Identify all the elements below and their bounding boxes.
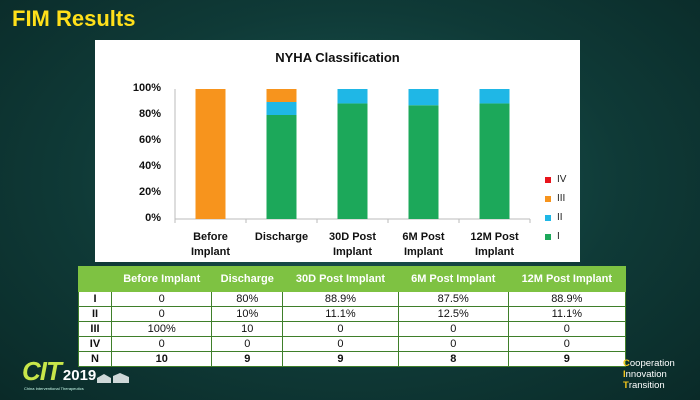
table-cell: 0 — [507, 336, 627, 352]
legend-swatch — [545, 176, 551, 183]
x-category-label: 12M Post Implant — [470, 231, 519, 258]
table-cell: 11.1% — [282, 306, 399, 322]
table-cell: 0 — [507, 321, 627, 337]
table-cell: 12.5% — [397, 306, 509, 322]
bar-segment-ii-2 — [337, 89, 368, 104]
row-header-cell: IV — [78, 336, 112, 352]
table-cell: 88.9% — [507, 291, 627, 307]
table-header-cell: 12M Post Implant — [507, 266, 627, 292]
table-body: I 0 80% 88.9% 87.5% 88.9% II 0 10% 11.1% 12.5% 11.1… — [78, 291, 627, 367]
table-cell: 0 — [110, 291, 213, 307]
building-icon — [97, 373, 129, 383]
legend-label: III — [557, 193, 566, 204]
tagline: Cooperation Innovation Transition — [623, 358, 675, 391]
chart-title: NYHA Classification — [275, 50, 400, 65]
stacked-bar-chart — [174, 89, 531, 223]
tagline-initial: I — [623, 369, 626, 380]
table-row: III 100% 10 0 0 0 — [78, 321, 627, 337]
legend-label: II — [557, 212, 563, 223]
x-category-label: 6M Post Implant — [402, 231, 445, 258]
row-header-cell: II — [78, 306, 112, 322]
table-cell: 10 — [110, 351, 213, 367]
table-cell: 9 — [507, 351, 627, 367]
bar-segment-iii-1 — [266, 89, 297, 102]
chart-panel: NYHA Classification 0% 20% 40% 60% 80% 100% B… — [95, 40, 580, 262]
y-tick-label: 20% — [138, 186, 161, 198]
bar-segment-i-4 — [479, 103, 510, 219]
legend-item-ii: II — [545, 208, 566, 227]
y-tick-label: 40% — [138, 160, 161, 172]
tagline-initial: C — [623, 358, 630, 369]
legend-item-iv: IV — [545, 170, 566, 189]
table-header-cell: Before Implant — [110, 266, 213, 292]
slide-title: FIM Results — [12, 6, 136, 31]
table-header-cell: 6M Post Implant — [397, 266, 509, 292]
bar-segment-iii-0 — [195, 89, 226, 219]
y-tick-label: 100% — [132, 82, 161, 94]
table-row: IV 0 0 0 0 0 — [78, 336, 627, 352]
table-cell: 100% — [110, 321, 213, 337]
table-cell: 0 — [110, 306, 213, 322]
table-header-cell: Discharge — [211, 266, 284, 292]
tagline-line: Transition — [623, 380, 675, 391]
table-header-cell: 30D Post Implant — [282, 266, 399, 292]
table-cell: 11.1% — [507, 306, 627, 322]
cit-logo: CIT 2019 — [22, 356, 96, 387]
tagline-line: Cooperation — [623, 358, 675, 369]
tagline-line: Innovation — [623, 369, 675, 380]
bar-segment-i-1 — [266, 115, 297, 219]
logo-year: 2019 — [62, 367, 97, 384]
bar-segment-i-3 — [408, 105, 439, 219]
logo-subtitle: China Interventional Therapeutics — [24, 386, 84, 391]
x-category-label: 30D Post Implant — [328, 231, 377, 258]
table-cell: 0 — [110, 336, 213, 352]
x-category-label: Before Implant — [190, 231, 231, 258]
results-table: Before Implant Discharge 30D Post Implant 6… — [78, 266, 627, 367]
row-header-cell: III — [78, 321, 112, 337]
bar-segment-ii-1 — [266, 102, 297, 115]
table-row: II 0 10% 11.1% 12.5% 11.1% — [78, 306, 627, 322]
tagline-initial: T — [623, 380, 629, 391]
tagline-word: ooperation — [629, 358, 675, 369]
table-cell: 0 — [397, 321, 509, 337]
legend-swatch — [545, 214, 551, 221]
table-cell: 0 — [282, 321, 399, 337]
legend-swatch — [545, 233, 551, 240]
table-cell: 0 — [397, 336, 509, 352]
table-header-cell — [78, 266, 112, 292]
bar-segment-ii-3 — [408, 89, 439, 106]
table-row: N 10 9 9 8 9 — [78, 351, 627, 367]
legend-label: I — [557, 231, 560, 242]
tagline-word: ransition — [628, 380, 665, 391]
tagline-word: nnovation — [625, 369, 667, 380]
chart-legend: IV III II I — [545, 170, 566, 246]
table-cell: 0 — [211, 336, 284, 352]
table-cell: 9 — [282, 351, 399, 367]
bar-segment-i-2 — [337, 103, 368, 219]
table-cell: 87.5% — [397, 291, 509, 307]
logo-letters: CIT — [22, 356, 62, 386]
table-cell: 10% — [211, 306, 284, 322]
table-header-row: Before Implant Discharge 30D Post Implant 6… — [78, 266, 627, 292]
row-header-cell: I — [78, 291, 112, 307]
y-tick-label: 0% — [145, 212, 161, 224]
row-header-cell: N — [78, 351, 112, 367]
table-cell: 88.9% — [282, 291, 399, 307]
table-cell: 10 — [211, 321, 284, 337]
legend-label: IV — [557, 174, 567, 185]
legend-item-iii: III — [545, 189, 566, 208]
table-cell: 9 — [211, 351, 284, 367]
x-category-label: Discharge — [254, 231, 309, 243]
table-cell: 80% — [211, 291, 284, 307]
legend-swatch — [545, 195, 551, 202]
table-row: I 0 80% 88.9% 87.5% 88.9% — [78, 291, 627, 307]
table-cell: 0 — [282, 336, 399, 352]
y-tick-label: 60% — [138, 134, 161, 146]
y-tick-label: 80% — [138, 108, 161, 120]
bar-segment-ii-4 — [479, 89, 510, 104]
legend-item-i: I — [545, 227, 566, 246]
table-cell: 8 — [397, 351, 509, 367]
